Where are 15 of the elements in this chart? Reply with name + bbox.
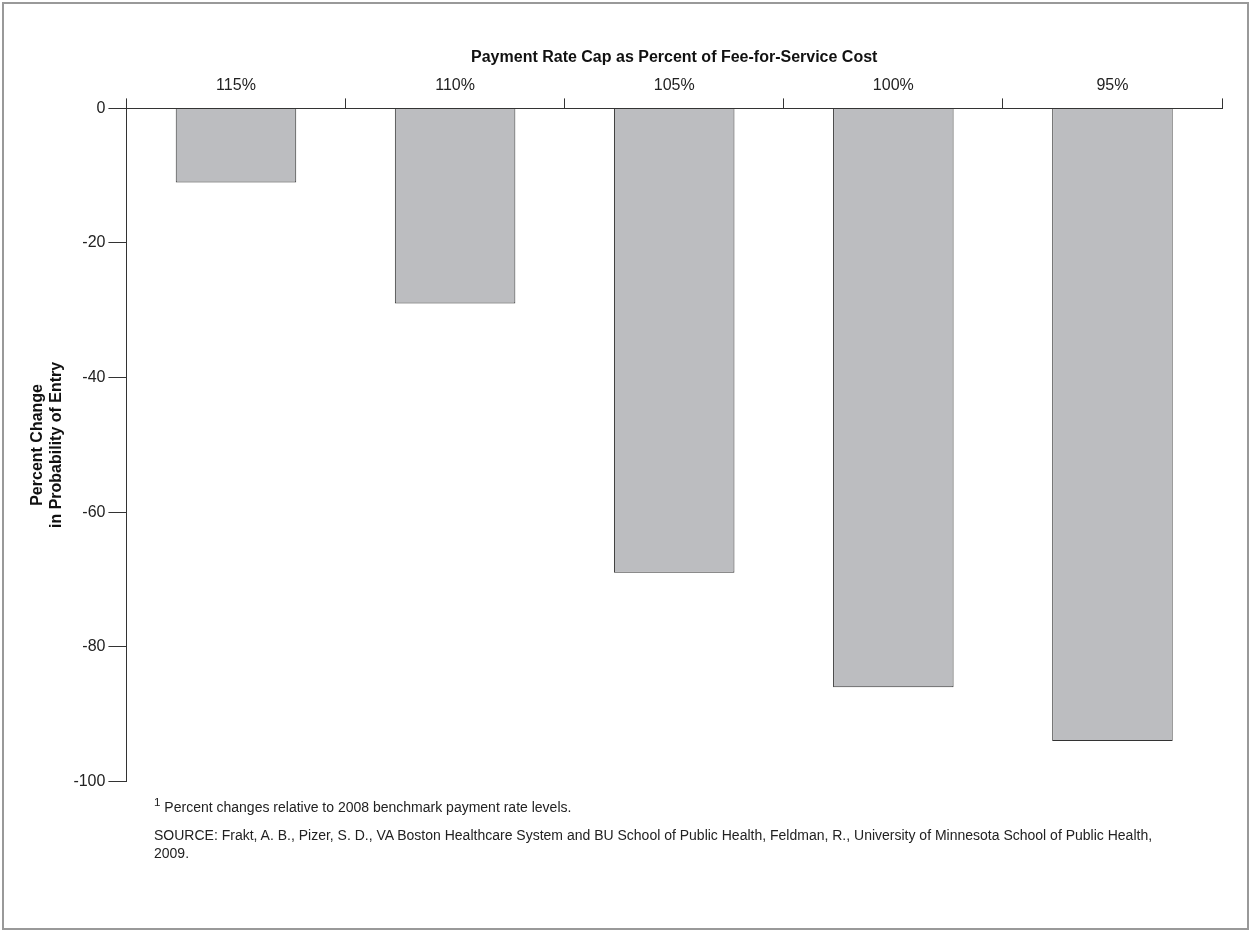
x-tick-label: 115% [216,76,256,94]
x-tick-label: 95% [1096,76,1129,94]
y-axis-title: Percent Change in Probability of Entry [28,361,65,529]
x-tick-label: 105% [653,76,695,94]
y-tick-label: 0 [96,98,106,116]
y-tick-label: -40 [82,368,106,386]
y-tick-label: -20 [82,233,106,251]
x-tick-label: 110% [435,76,475,94]
x-axis-title: Payment Rate Cap as Percent of Fee-for-Service Cost [471,48,879,66]
y-tick-label: -100 [73,771,106,789]
x-tick-label: 100% [872,76,914,94]
source-note: SOURCE: Frakt, A. B., Pizer, S. D., VA Boston Healthcare System and BU School of Public Health, Feldman, R., University of Minnesota School of Public Health, 2009. [154,825,1154,863]
text: $^{1}$ Percent changes relative to 2008 benchmark payment rate levels. [154,794,573,816]
y-tick-label: -60 [82,502,106,520]
y-tick-label: -80 [82,637,106,655]
